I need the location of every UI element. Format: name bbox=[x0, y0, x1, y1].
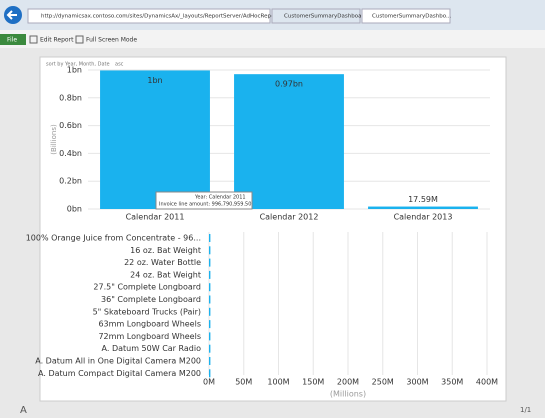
toolbar bbox=[0, 30, 545, 48]
y-tick-label: 0.6bn bbox=[59, 121, 82, 130]
bar bbox=[209, 357, 211, 365]
x-tick-label: 100M bbox=[267, 378, 289, 387]
y-tick-label: A. Datum 50W Car Radio bbox=[102, 344, 202, 353]
y-tick-label: 100% Orange Juice from Concentrate - 96.… bbox=[26, 234, 201, 243]
bar bbox=[209, 344, 211, 353]
sort-order[interactable]: asc bbox=[115, 62, 124, 68]
x-tick-label: Calendar 2011 bbox=[126, 213, 185, 222]
address-bar[interactable] bbox=[27, 8, 271, 24]
x-tick-label: Calendar 2013 bbox=[394, 213, 453, 222]
fullscreen-icon bbox=[75, 35, 84, 44]
x-tick-label: 0M bbox=[203, 378, 215, 387]
status-left: A bbox=[20, 405, 27, 416]
bar bbox=[209, 307, 211, 316]
x-tick-label: Calendar 2012 bbox=[260, 213, 319, 222]
tab[interactable] bbox=[271, 8, 361, 24]
back-arrow bbox=[6, 10, 17, 20]
bar bbox=[209, 332, 211, 341]
bar bbox=[209, 246, 211, 255]
edit-report[interactable]: Edit Report bbox=[40, 37, 74, 44]
data-label: 1bn bbox=[147, 76, 162, 85]
y-tick-label: 5" Skateboard Trucks (Pair) bbox=[93, 307, 201, 316]
bar bbox=[368, 206, 478, 209]
y-tick-label: 0.2bn bbox=[59, 177, 82, 186]
data-label: 0.97bn bbox=[275, 80, 303, 89]
page-number: 1/1 bbox=[520, 406, 531, 414]
y-axis-label: (Billions) bbox=[50, 124, 58, 155]
y-tick-label: 0bn bbox=[67, 205, 82, 214]
fullscreen[interactable]: Full Screen Mode bbox=[86, 37, 137, 44]
y-tick-label: 27.5" Complete Longboard bbox=[93, 283, 201, 292]
bar bbox=[209, 283, 211, 292]
y-tick-label: 63mm Longboard Wheels bbox=[98, 320, 201, 329]
x-tick-label: 350M bbox=[441, 378, 463, 387]
tooltip bbox=[155, 191, 253, 210]
bar bbox=[209, 295, 211, 304]
y-tick-label: 22 oz. Water Bottle bbox=[124, 258, 201, 267]
y-tick-label: 72mm Longboard Wheels bbox=[98, 332, 201, 341]
x-tick-label: 150M bbox=[302, 378, 324, 387]
tab-title: CustomerSummaryDashbo... bbox=[372, 14, 452, 20]
data-label: 17.59M bbox=[408, 195, 438, 204]
tab-active[interactable] bbox=[361, 8, 451, 24]
x-tick-label: 300M bbox=[406, 378, 428, 387]
tooltip-year: Year: Calendar 2011 bbox=[194, 195, 246, 201]
tab-title: CustomerSummaryDashboard... bbox=[284, 14, 373, 20]
y-tick-label: 0.8bn bbox=[59, 93, 82, 102]
bar bbox=[209, 320, 211, 329]
file-label: File bbox=[7, 37, 17, 44]
url: http://dynamicsax.contoso.com/sites/Dyna… bbox=[41, 14, 287, 20]
y-tick-label: 16 oz. Bat Weight bbox=[130, 246, 201, 255]
bar bbox=[209, 270, 211, 279]
y-tick-label: A. Datum All in One Digital Camera M200 bbox=[35, 357, 201, 366]
x-axis-label: (Millions) bbox=[330, 390, 366, 399]
x-tick-label: 250M bbox=[372, 378, 394, 387]
bar bbox=[209, 234, 211, 242]
y-tick-label: A. Datum Compact Digital Camera M200 bbox=[38, 369, 201, 378]
bar bbox=[234, 74, 344, 209]
y-tick-label: 1bn bbox=[67, 66, 82, 75]
x-tick-label: 50M bbox=[235, 378, 252, 387]
edit-icon bbox=[29, 35, 38, 44]
bar bbox=[100, 70, 210, 210]
x-tick-label: 400M bbox=[476, 378, 498, 387]
y-tick-label: 24 oz. Bat Weight bbox=[130, 270, 201, 279]
y-tick-label: 36" Complete Longboard bbox=[101, 295, 201, 304]
sort-label[interactable]: sort by Year, Month, Date bbox=[46, 62, 110, 68]
x-tick-label: 200M bbox=[337, 378, 359, 387]
bar bbox=[209, 369, 211, 378]
file-button[interactable] bbox=[0, 34, 26, 45]
y-tick-label: 0.4bn bbox=[59, 149, 82, 158]
bar bbox=[209, 258, 211, 267]
tooltip-amount: Invoice line amount: 996,790,959.50 bbox=[159, 202, 251, 208]
